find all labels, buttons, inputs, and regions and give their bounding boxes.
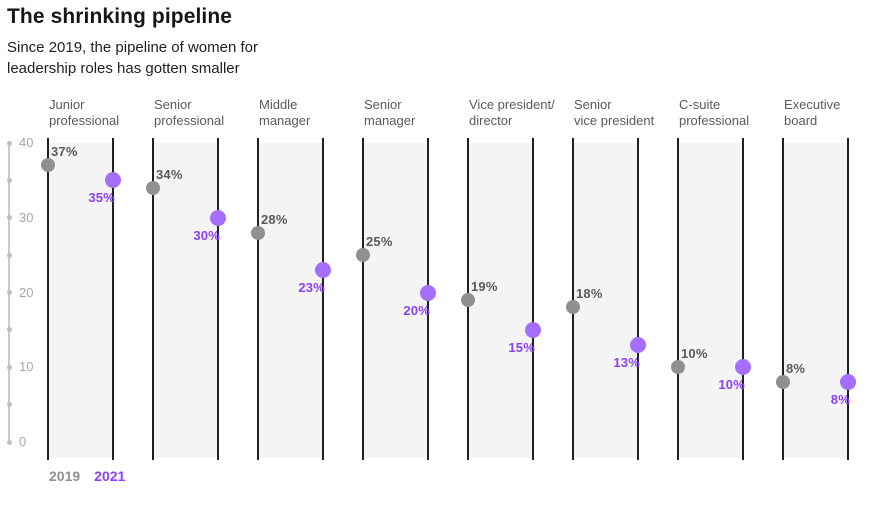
column-line-2019 <box>152 138 154 460</box>
value-label-2021: 15% <box>508 339 535 355</box>
category-band <box>153 143 218 458</box>
dot-2019 <box>566 300 580 315</box>
value-label-2021: 30% <box>193 227 220 243</box>
category-header: Executive board <box>784 97 841 128</box>
category-band <box>678 143 743 458</box>
dot-2021 <box>840 374 856 391</box>
dot-2019 <box>41 158 55 173</box>
dot-2019 <box>251 225 265 240</box>
y-axis-tick <box>7 290 12 295</box>
y-axis-tick <box>7 364 12 370</box>
column-line-2019 <box>782 138 784 460</box>
column-line-2019 <box>572 138 574 460</box>
y-axis-label: 0 <box>19 434 27 449</box>
category-header: Senior professional <box>154 97 225 128</box>
y-axis-label: 10 <box>19 359 34 375</box>
dot-2019 <box>671 360 685 375</box>
value-label-2019: 34% <box>156 166 183 182</box>
value-label-2021: 20% <box>403 302 430 318</box>
dot-2021 <box>105 172 121 189</box>
value-label-2019: 8% <box>786 361 806 377</box>
value-label-2019: 10% <box>681 346 708 362</box>
dot-2021 <box>315 262 331 279</box>
value-label-2021: 10% <box>718 377 745 393</box>
y-axis-tick <box>7 252 12 258</box>
value-label-2019: 37% <box>51 144 78 160</box>
value-label-2019: 28% <box>261 211 288 227</box>
y-axis-tick <box>7 177 12 183</box>
column-line-2021 <box>532 138 534 460</box>
y-axis-label: 20 <box>19 284 34 300</box>
page-subtitle: Since 2019, the pipeline of women for le… <box>7 39 258 77</box>
chart-legend: 2019 2021 <box>49 468 125 484</box>
value-label-2021: 8% <box>830 392 850 408</box>
dot-2021 <box>420 284 436 301</box>
y-axis-label: 30 <box>19 209 34 225</box>
column-line-2019 <box>677 138 679 460</box>
y-axis-label: 40 <box>19 135 34 150</box>
column-line-2021 <box>742 138 744 460</box>
value-label-2019: 18% <box>576 286 603 302</box>
dot-2021 <box>210 209 226 226</box>
legend-item-2021: 2021 <box>94 468 126 484</box>
value-label-2019: 19% <box>471 278 498 294</box>
y-axis-tick <box>7 402 12 408</box>
column-line-2019 <box>257 138 259 460</box>
legend-item-2019: 2019 <box>49 468 81 484</box>
dot-2019 <box>776 375 790 390</box>
category-band <box>258 143 323 458</box>
category-header: Junior professional <box>49 97 120 128</box>
dot-2019 <box>146 180 160 195</box>
category-band <box>468 143 533 458</box>
page-title: The shrinking pipeline <box>7 5 233 28</box>
dot-2021 <box>525 321 541 338</box>
y-axis-tick <box>7 327 12 333</box>
y-axis-tick <box>7 140 12 146</box>
column-line-2021 <box>217 138 219 460</box>
dot-2021 <box>735 359 751 376</box>
value-label-2019: 25% <box>366 234 393 250</box>
category-band <box>48 143 113 458</box>
value-label-2021: 13% <box>613 354 640 370</box>
y-axis-tick <box>7 439 12 445</box>
column-line-2021 <box>847 138 849 460</box>
category-band <box>573 143 638 458</box>
value-label-2021: 35% <box>88 190 115 206</box>
column-line-2021 <box>637 138 639 460</box>
category-header: C-suite professional <box>679 97 750 128</box>
category-header: Middle manager <box>259 97 311 128</box>
category-header: Senior vice president <box>574 97 655 128</box>
category-band <box>363 143 428 458</box>
column-line-2019 <box>362 138 364 460</box>
column-line-2021 <box>322 138 324 460</box>
dot-2021 <box>630 336 646 353</box>
dot-2019 <box>461 292 475 307</box>
y-axis-tick <box>7 215 12 221</box>
column-line-2021 <box>112 138 114 460</box>
dot-2019 <box>356 248 370 263</box>
column-line-2019 <box>47 138 49 460</box>
category-band <box>783 143 848 458</box>
category-header: Vice president/ director <box>469 97 555 128</box>
category-header: Senior manager <box>364 97 416 128</box>
value-label-2021: 23% <box>298 280 325 296</box>
